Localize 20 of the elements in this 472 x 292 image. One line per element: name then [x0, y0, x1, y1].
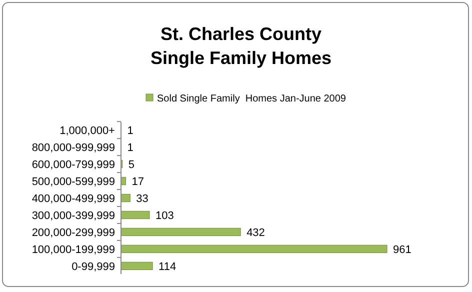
data-label: 1 [127, 142, 134, 154]
y-tick-label: 1,000,000+ [60, 124, 115, 137]
data-label: 33 [136, 192, 148, 205]
data-label: 17 [132, 176, 144, 188]
y-tick-label: 500,000-599,999 [32, 176, 115, 188]
y-tick-label: 200,000-299,999 [32, 226, 115, 239]
chart-title: St. Charles County Single Family Homes [150, 24, 332, 68]
data-label: 961 [393, 244, 412, 256]
y-tick-label: 100,000-199,999 [32, 244, 115, 256]
y-tick-label: 800,000-999,999 [32, 142, 115, 154]
y-tick-label: 600,000-799,999 [32, 158, 115, 171]
data-label: 114 [158, 260, 176, 273]
data-label: 103 [156, 210, 174, 222]
y-tick-label: 400,000-499,999 [32, 192, 115, 205]
y-tick-label: 300,000-399,999 [32, 210, 115, 222]
data-label: 5 [128, 158, 135, 171]
data-label: 432 [246, 226, 265, 239]
legend-label: Sold Single Family Homes Jan-June 2009 [157, 94, 346, 104]
y-tick-label: 0-99,999 [72, 260, 115, 273]
data-label: 1 [127, 124, 134, 137]
